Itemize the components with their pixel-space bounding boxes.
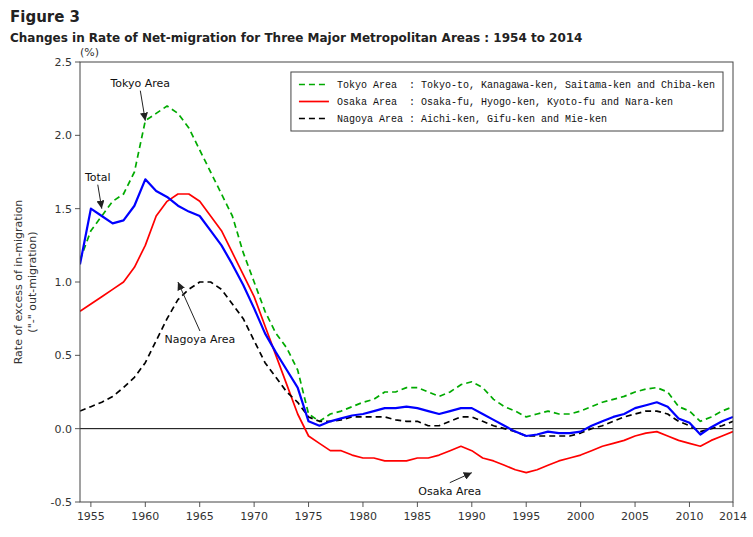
annotation-text: Nagoya Area (165, 333, 236, 346)
x-tick-label: 2014 (719, 510, 747, 523)
x-tick-label: 1985 (403, 510, 431, 523)
y-tick-label: -0.5 (51, 496, 72, 509)
y-axis-label-line: ("-" out-migration) (26, 231, 39, 332)
y-tick-label: 1.0 (55, 276, 73, 289)
annotation-arrow (98, 185, 102, 209)
y-tick-label: 0.0 (55, 423, 73, 436)
y-tick (75, 62, 80, 63)
x-tick-label: 1965 (186, 510, 214, 523)
x-tick (145, 502, 146, 507)
x-tick-label: 1960 (131, 510, 159, 523)
series-lines (80, 106, 733, 473)
annotation-arrow (140, 91, 145, 121)
legend-swatch (299, 101, 329, 103)
subtitle: Changes in Rate of Net-migration for Thr… (10, 31, 582, 45)
x-tick (362, 502, 363, 507)
legend-swatch (299, 84, 329, 86)
x-tick (199, 502, 200, 507)
chart: Figure 3 Changes in Rate of Net-migration… (0, 0, 753, 537)
y-tick (75, 282, 80, 283)
legend-swatch (299, 118, 329, 120)
series-line (80, 194, 733, 473)
axes: -0.5 0.0 0.5 1.0 1.5 2.0 2.5 1955 1960 1965 1970 19… (51, 56, 747, 523)
legend-label: Tokyo Area : Tokyo-to, Kanagawa-ken, Sai… (337, 80, 715, 91)
x-tick-label: 1995 (512, 510, 540, 523)
y-axis-label: Rate of excess of in-migration("-" out-m… (12, 200, 39, 365)
y-axis-label-line: Rate of excess of in-migration (12, 200, 25, 365)
annotations: Tokyo Area Total Nagoya Area Osaka Area (84, 77, 481, 498)
plot-background (80, 62, 733, 502)
x-tick-label: 1990 (458, 510, 486, 523)
x-tick (689, 502, 690, 507)
y-tick (75, 502, 80, 503)
annotation-arrow (450, 473, 472, 483)
x-tick-label: 1970 (240, 510, 268, 523)
x-tick (580, 502, 581, 507)
series-line (80, 282, 733, 436)
y-tick-label: 2.0 (55, 129, 73, 142)
y-unit: (%) (80, 46, 99, 59)
x-tick-label: 2005 (621, 510, 649, 523)
y-tick-label: 0.5 (55, 349, 73, 362)
annotation-text: Tokyo Area (109, 77, 170, 90)
x-tick-label: 1975 (295, 510, 323, 523)
y-tick (75, 355, 80, 356)
plot-frame (80, 62, 733, 502)
series-line (80, 106, 733, 421)
annotation-text: Total (84, 171, 111, 184)
zero-line (80, 428, 733, 429)
legend-label: Nagoya Area : Aichi-ken, Gifu-ken and Mi… (337, 114, 607, 125)
x-tick-label: 1955 (77, 510, 105, 523)
x-tick-label: 2000 (567, 510, 595, 523)
x-tick (90, 502, 91, 507)
y-tick (75, 428, 80, 429)
x-tick (471, 502, 472, 507)
x-tick (733, 502, 734, 507)
x-tick (635, 502, 636, 507)
y-tick-label: 1.5 (55, 203, 73, 216)
y-tick-label: 2.5 (55, 56, 73, 69)
legend: Tokyo Area : Tokyo-to, Kanagawa-ken, Sai… (291, 72, 723, 131)
y-tick (75, 135, 80, 136)
series-line (80, 179, 733, 436)
annotation-arrow (178, 282, 200, 331)
legend-box (291, 72, 723, 131)
x-tick-label: 2010 (675, 510, 703, 523)
y-tick (75, 208, 80, 209)
legend-label: Osaka Area : Osaka-fu, Hyogo-ken, Kyoto-… (337, 97, 673, 108)
title: Figure 3 (10, 8, 80, 26)
x-tick (417, 502, 418, 507)
x-tick (254, 502, 255, 507)
x-tick (526, 502, 527, 507)
x-tick-label: 1980 (349, 510, 377, 523)
annotation-text: Osaka Area (418, 485, 481, 498)
x-tick (308, 502, 309, 507)
